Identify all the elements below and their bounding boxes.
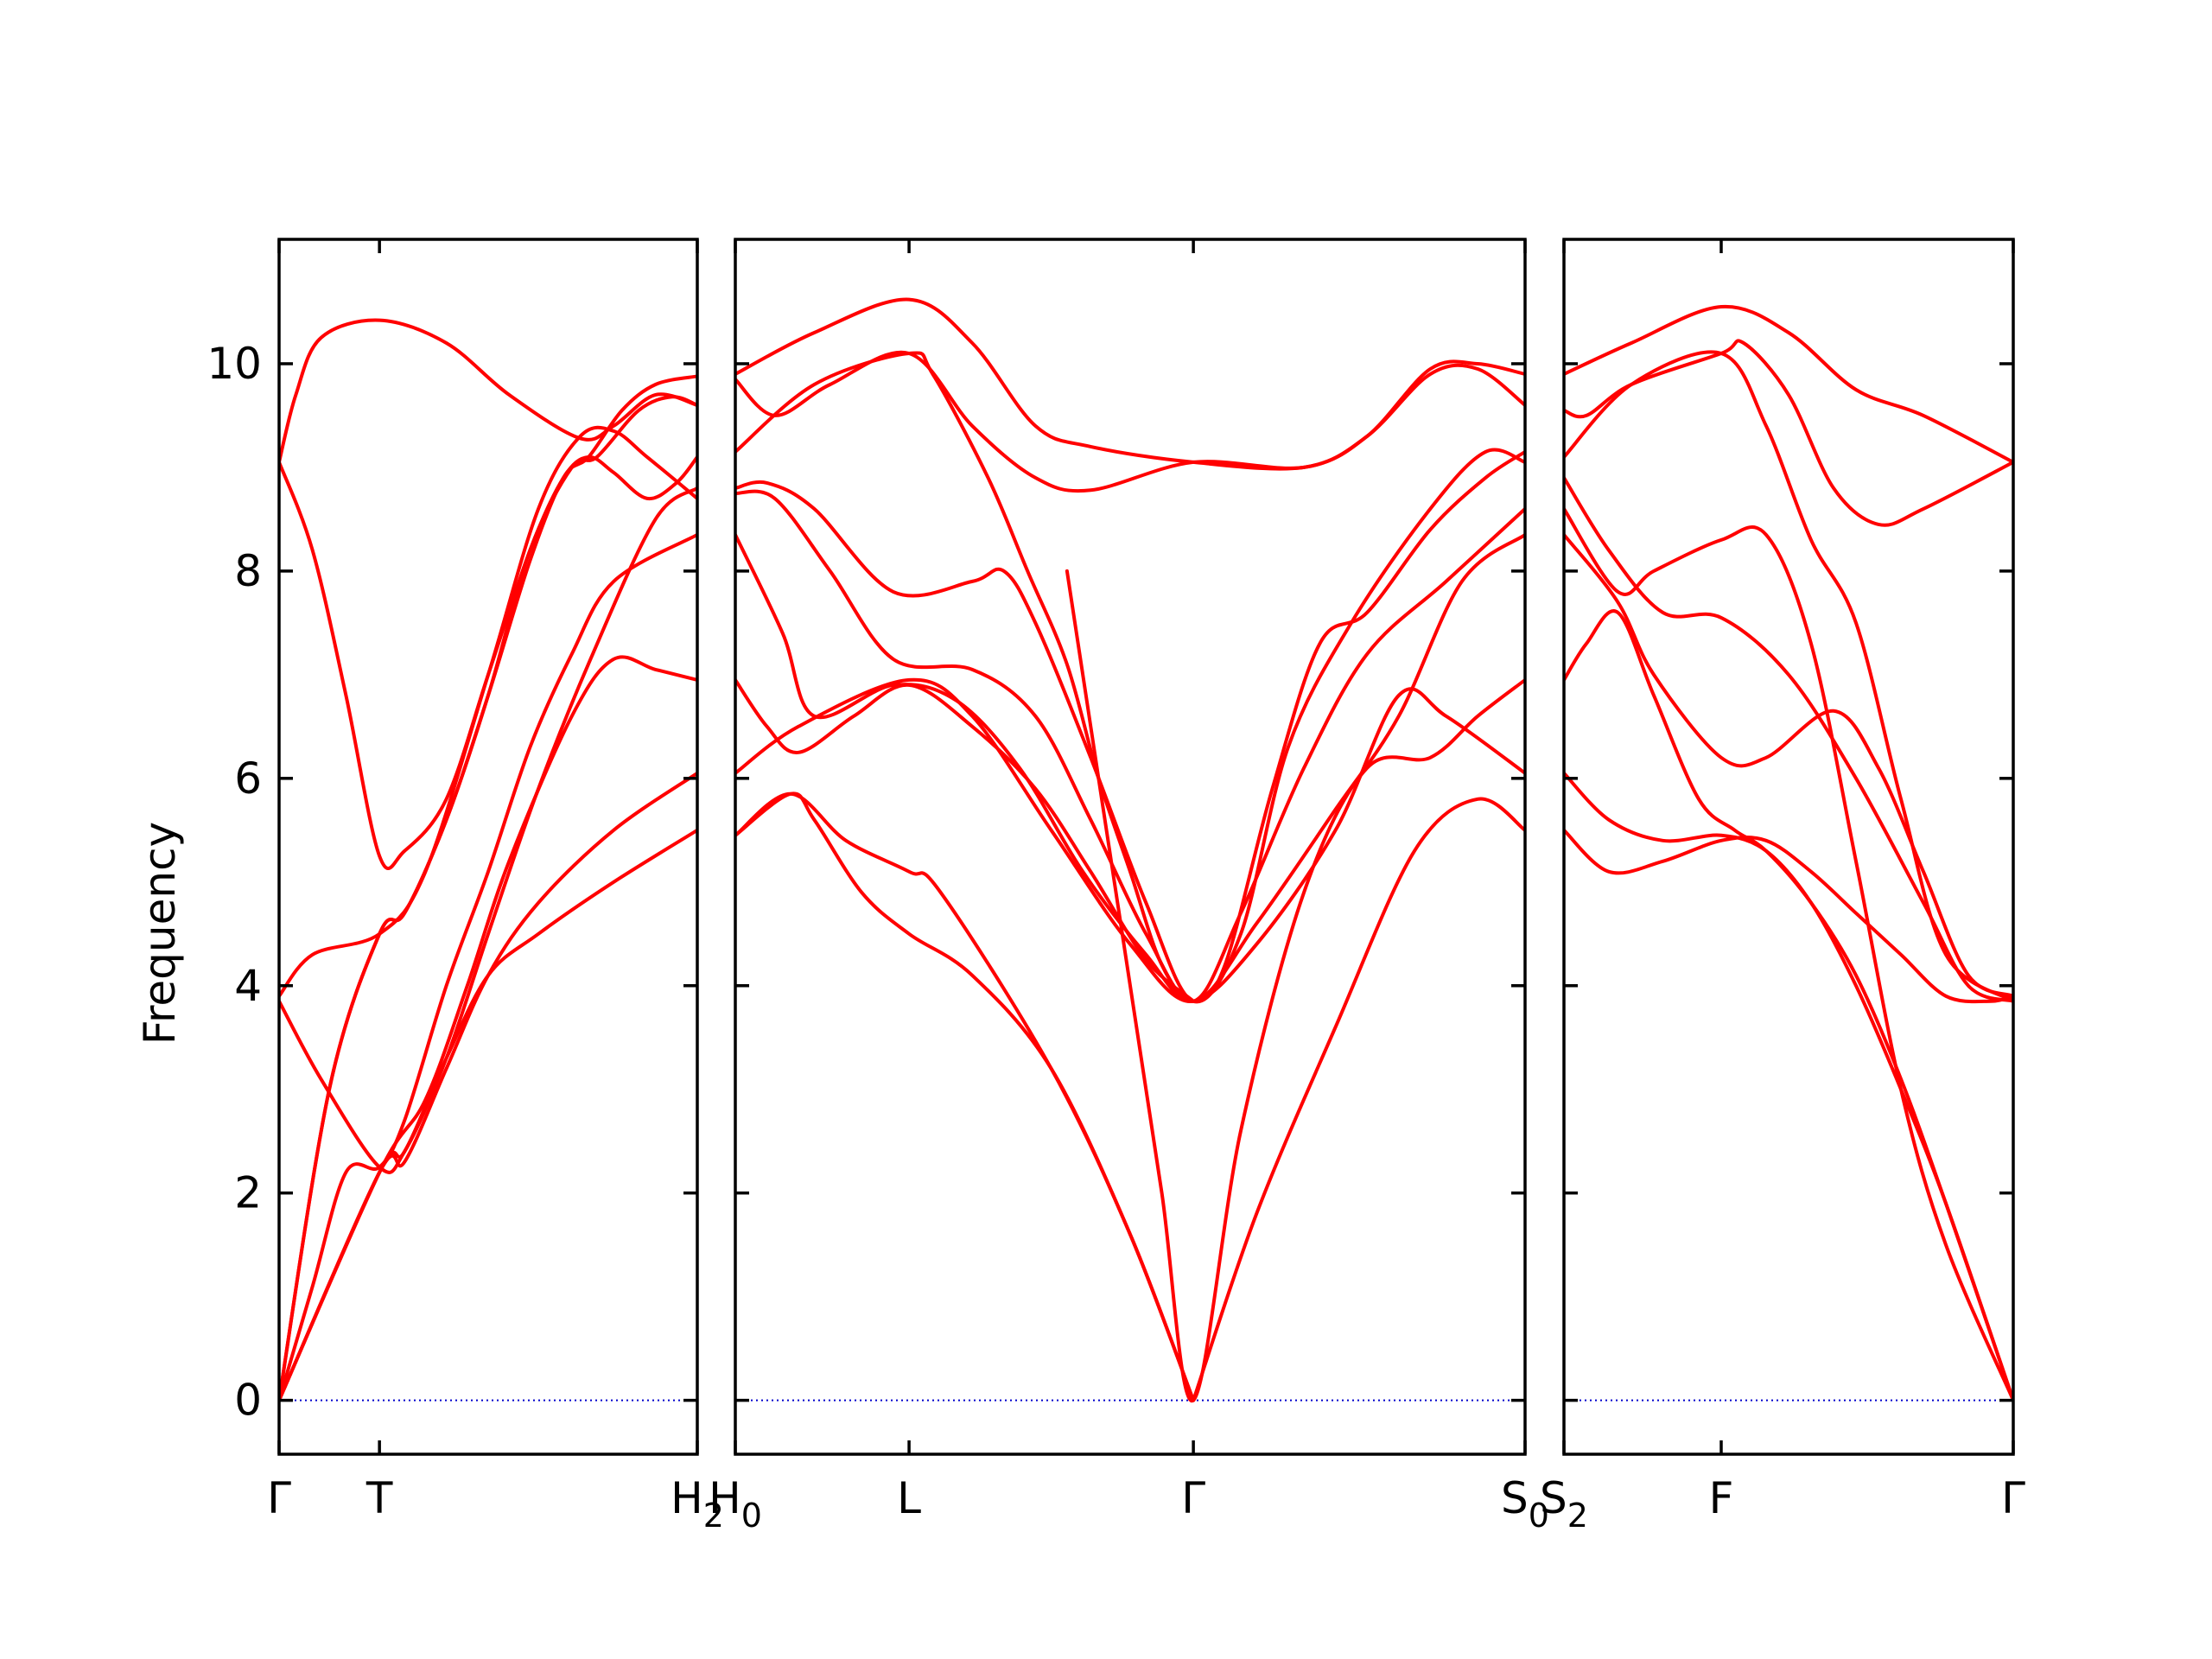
y-tick-label-4: 4 bbox=[234, 961, 262, 1011]
band-8 bbox=[279, 655, 697, 1402]
band-1 bbox=[279, 318, 697, 464]
band-5 bbox=[735, 489, 1525, 1003]
band-9 bbox=[735, 791, 1196, 1402]
panel-frame bbox=[734, 238, 1527, 1456]
band-3 bbox=[279, 425, 697, 998]
band-7 bbox=[279, 395, 697, 1402]
y-tick-label-6: 6 bbox=[234, 753, 262, 804]
band-11 bbox=[1065, 569, 1525, 1402]
x-tick-label-h2: H2 bbox=[671, 1473, 724, 1535]
band-6 bbox=[735, 532, 1525, 1003]
x-tick-label-l: L bbox=[897, 1473, 921, 1523]
panel-h0-l-gamma-s0: H0 L Γ S0 bbox=[709, 238, 1549, 1535]
x-tick-label-h0: H0 bbox=[709, 1473, 762, 1535]
band-12 bbox=[1192, 797, 1525, 1402]
x-tick-label-t: T bbox=[365, 1473, 393, 1523]
x-tick-label-gamma: Γ bbox=[2001, 1473, 2025, 1523]
band-group bbox=[1564, 304, 2013, 1402]
band-5 bbox=[1564, 532, 2013, 998]
band-6 bbox=[279, 374, 697, 1402]
band-3 bbox=[735, 351, 1525, 1003]
band-2 bbox=[1564, 339, 2013, 527]
band-group bbox=[735, 297, 1525, 1402]
panel-frame bbox=[277, 238, 699, 1456]
panel-gamma-t-h2: Γ T H2 bbox=[267, 238, 724, 1535]
band-6 bbox=[1564, 609, 2013, 1402]
panel-s2-f-gamma: S2 F Γ bbox=[1540, 238, 2025, 1535]
x-tick-label-s2: S2 bbox=[1540, 1473, 1588, 1535]
band-4 bbox=[1564, 506, 2013, 1402]
x-tick-label-f: F bbox=[1709, 1473, 1734, 1523]
band-10 bbox=[735, 791, 1196, 1402]
x-tick-label-gamma: Γ bbox=[1181, 1473, 1205, 1523]
panel-frame bbox=[1562, 238, 2015, 1456]
y-tick-label-8: 8 bbox=[234, 546, 262, 596]
band-4 bbox=[735, 448, 1525, 1004]
band-4 bbox=[279, 486, 697, 1174]
y-tick-label-0: 0 bbox=[234, 1376, 262, 1426]
x-tick-label-s0: S0 bbox=[1501, 1473, 1549, 1535]
y-tick-label-10: 10 bbox=[207, 339, 262, 389]
band-9 bbox=[1564, 475, 2013, 1003]
y-axis-label: Frequency bbox=[135, 822, 185, 1045]
band-2 bbox=[279, 454, 697, 871]
x-tick-label-gamma: Γ bbox=[267, 1473, 291, 1523]
band-7 bbox=[735, 532, 1525, 1003]
y-tick-label-2: 2 bbox=[234, 1168, 262, 1218]
band-1 bbox=[735, 297, 1525, 471]
band-8 bbox=[1564, 828, 2013, 1004]
band-group bbox=[279, 318, 697, 1402]
band-1 bbox=[1564, 304, 2013, 464]
y-tick-labels: 0 2 4 6 8 10 bbox=[207, 339, 262, 1426]
band-7 bbox=[1564, 771, 2013, 1402]
band-2 bbox=[735, 350, 1525, 493]
band-5 bbox=[279, 532, 697, 1402]
band-10 bbox=[279, 771, 697, 1402]
